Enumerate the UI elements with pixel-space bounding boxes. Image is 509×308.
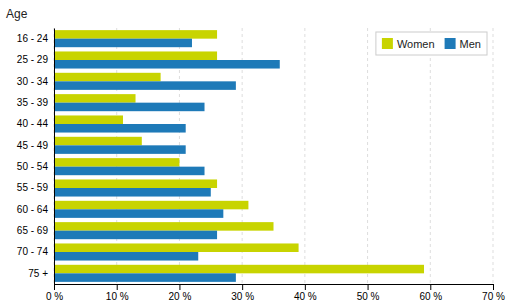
- tick-label: 30 - 34: [17, 76, 49, 87]
- tick-mark: [430, 284, 431, 290]
- bar: [54, 145, 186, 154]
- tick: 40 - 44: [17, 118, 54, 129]
- bar: [54, 243, 299, 252]
- tick-label: 0 %: [46, 291, 63, 302]
- tick-mark: [368, 284, 369, 290]
- tick-label: 60 - 64: [17, 204, 49, 215]
- tick: 20 %: [169, 284, 192, 302]
- tick: 45 - 49: [17, 140, 54, 151]
- tick-label: 50 %: [357, 291, 380, 302]
- bar: [54, 265, 424, 274]
- grid-line: [304, 28, 305, 284]
- bar: [54, 30, 217, 39]
- bar: [54, 73, 161, 82]
- bars: [54, 30, 424, 282]
- tick-label: 40 - 44: [17, 118, 49, 129]
- bar: [54, 231, 217, 240]
- bar: [54, 209, 223, 218]
- legend-label: Men: [460, 38, 481, 50]
- bar-series: [54, 30, 424, 273]
- tick-mark: [305, 284, 306, 290]
- tick-label: 60 %: [419, 291, 442, 302]
- legend-swatch: [382, 38, 393, 49]
- tick-mark: [493, 284, 494, 290]
- tick-mark: [117, 284, 118, 290]
- x-axis: 0 % 10 % 20 % 30 % 40 % 50 % 60 % 70 %: [46, 284, 505, 302]
- bar: [54, 188, 211, 197]
- tick-label: 25 - 29: [17, 54, 49, 65]
- grid-line: [493, 28, 494, 284]
- tick: 75 +: [28, 268, 54, 279]
- bar-series: [54, 39, 280, 282]
- tick: 60 %: [419, 284, 442, 302]
- bar: [54, 179, 217, 188]
- tick-label: 35 - 39: [17, 97, 49, 108]
- tick-label: 70 %: [482, 291, 505, 302]
- tick-label: 40 %: [294, 291, 317, 302]
- grid: [54, 28, 493, 284]
- tick-label: 16 - 24: [17, 33, 49, 44]
- axis-line: [55, 285, 494, 291]
- tick-mark: [242, 284, 243, 290]
- tick-label: 50 - 54: [17, 161, 49, 172]
- bar: [54, 158, 179, 167]
- bar: [54, 81, 236, 90]
- tick-mark: [179, 284, 180, 290]
- legend: Women Men: [376, 32, 487, 55]
- bar: [54, 201, 248, 210]
- tick: 16 - 24: [17, 33, 54, 44]
- bar: [54, 115, 123, 124]
- bar: [54, 167, 205, 176]
- chart: 0 % 10 % 20 % 30 % 40 % 50 % 60 % 70 % 16 - 24 25…: [0, 0, 509, 308]
- plot: 0 % 10 % 20 % 30 % 40 % 50 % 60 % 70 % 16 - 24 25…: [17, 28, 505, 302]
- tick: 35 - 39: [17, 97, 54, 108]
- tick-label: 55 - 59: [17, 182, 49, 193]
- tick: 65 - 69: [17, 225, 54, 236]
- tick-label: 10 %: [106, 291, 129, 302]
- bar: [54, 222, 274, 231]
- tick: 30 %: [231, 284, 254, 302]
- tick-label: 45 - 49: [17, 140, 49, 151]
- legend-box: [376, 32, 487, 55]
- bar: [54, 252, 198, 261]
- bar: [54, 124, 186, 133]
- tick-label: 30 %: [231, 291, 254, 302]
- tick-label: 65 - 69: [17, 225, 49, 236]
- grid-line: [430, 28, 431, 284]
- tick-label: 20 %: [169, 291, 192, 302]
- tick-mark: [54, 284, 55, 290]
- grid-line: [54, 28, 55, 284]
- legend-label: Women: [397, 38, 435, 50]
- tick: 40 %: [294, 284, 317, 302]
- tick: 50 - 54: [17, 161, 54, 172]
- tick: 55 - 59: [17, 182, 54, 193]
- tick: 25 - 29: [17, 54, 54, 65]
- bar: [54, 51, 217, 60]
- bar: [54, 39, 192, 48]
- y-axis: 16 - 24 25 - 29 30 - 34 35 - 39 40 - 44 45 - …: [17, 29, 55, 285]
- tick: 10 %: [106, 284, 129, 302]
- bar: [54, 60, 280, 69]
- axis-title: Age: [6, 7, 28, 21]
- grid-line: [367, 28, 368, 284]
- tick: 70 %: [482, 284, 505, 302]
- tick-label: 70 - 74: [17, 246, 49, 257]
- legend-swatch: [445, 38, 456, 49]
- tick: 70 - 74: [17, 246, 54, 257]
- bar: [54, 94, 136, 103]
- tick: 50 %: [357, 284, 380, 302]
- tick: 0 %: [46, 284, 63, 302]
- tick: 60 - 64: [17, 204, 54, 215]
- bar: [54, 103, 205, 112]
- tick-label: 75 +: [28, 268, 48, 279]
- bar: [54, 137, 142, 146]
- bar: [54, 273, 236, 282]
- axis-line: [54, 29, 55, 285]
- tick: 30 - 34: [17, 76, 54, 87]
